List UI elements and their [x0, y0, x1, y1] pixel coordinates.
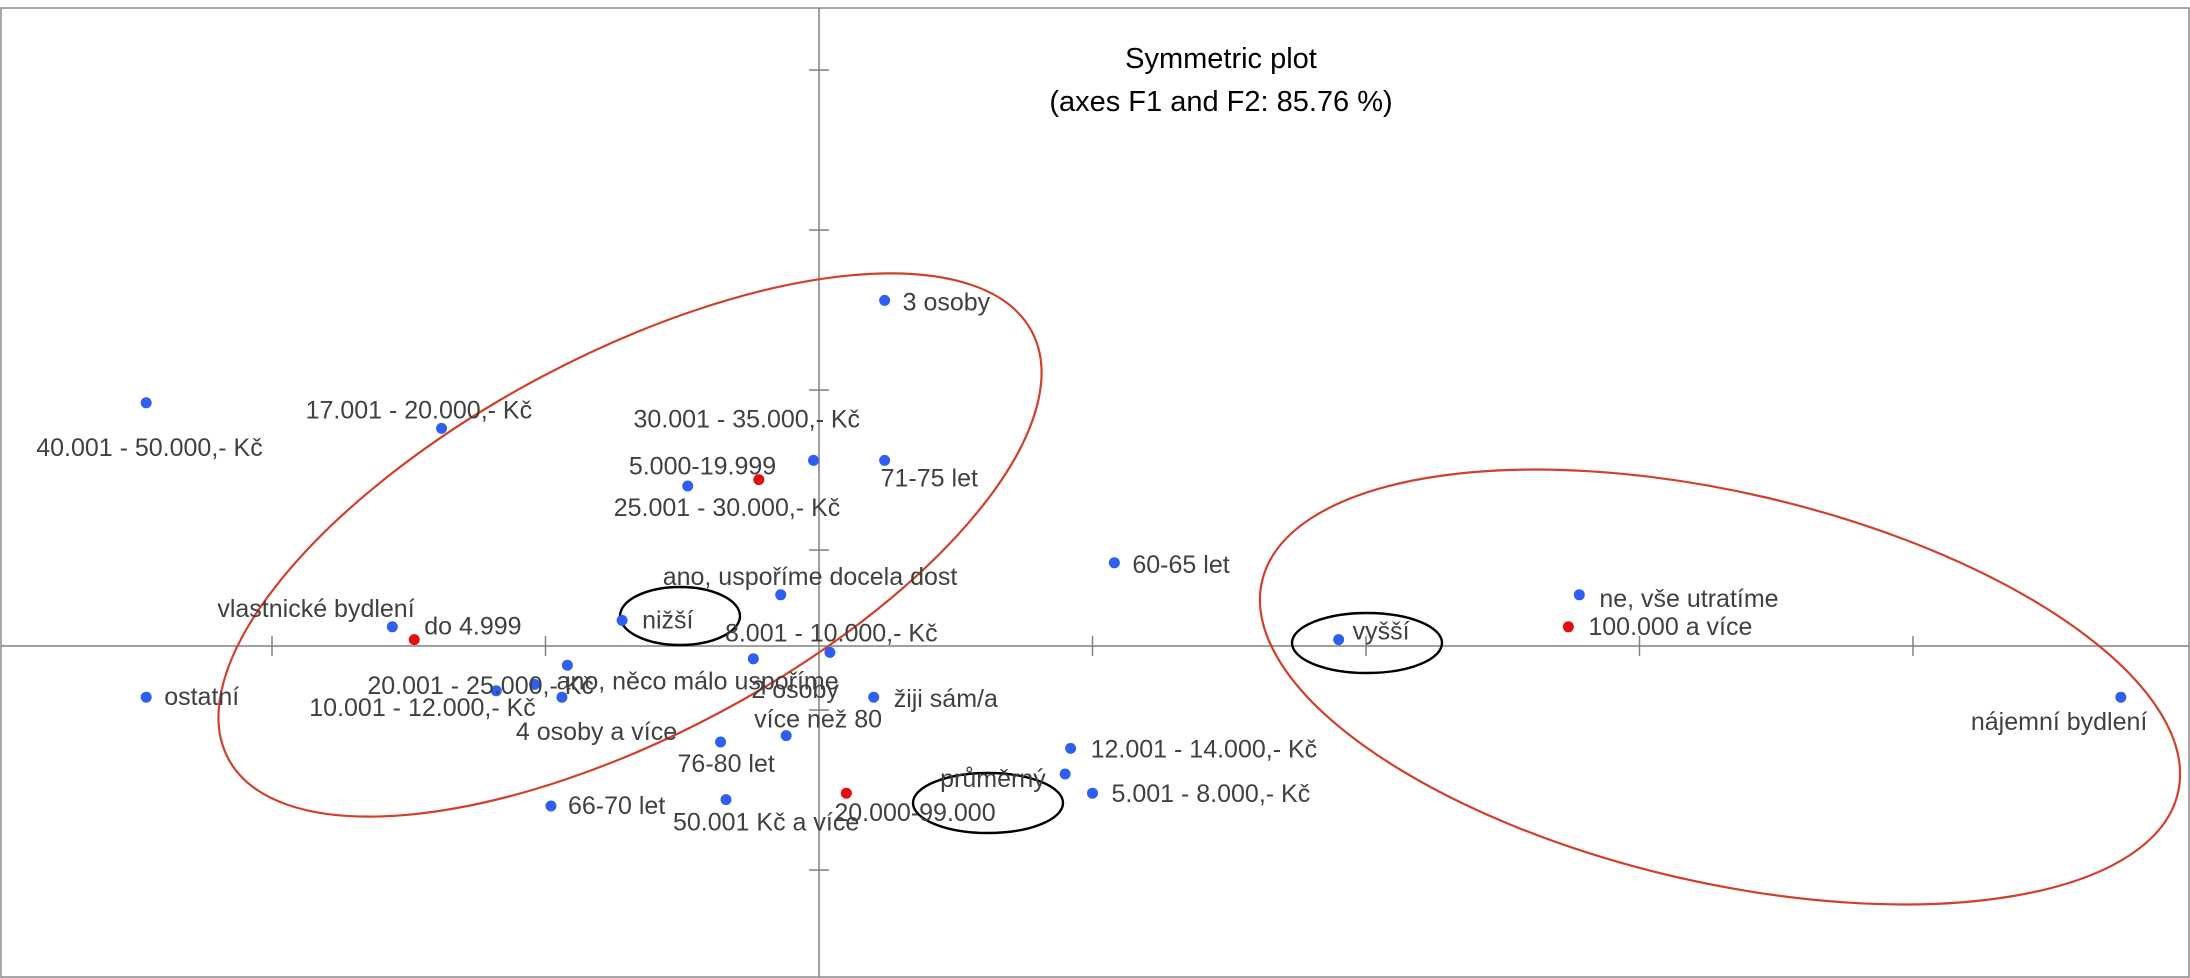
data-point	[561, 659, 573, 671]
data-point	[879, 454, 891, 466]
point-label: 5.001 - 8.000,- Kč	[1112, 780, 1311, 808]
data-point	[386, 621, 398, 633]
data-point	[720, 794, 732, 806]
cluster-ellipse-right	[1258, 468, 2182, 906]
data-point	[616, 614, 628, 626]
data-point	[1108, 557, 1120, 569]
data-point	[879, 294, 891, 306]
data-point	[436, 422, 448, 434]
data-point	[824, 646, 836, 658]
circle-prumerny	[911, 771, 1065, 835]
point-label: 25.001 - 30.000,- Kč	[614, 494, 841, 522]
point-label: nižší	[642, 606, 693, 634]
point-label: ano, uspoříme docela dost	[663, 563, 958, 591]
data-point	[868, 691, 880, 703]
point-label: 5.000-19.999	[629, 453, 776, 481]
data-point	[780, 730, 792, 742]
point-label: více než 80	[754, 706, 882, 734]
data-point	[2115, 691, 2127, 703]
data-point	[529, 678, 541, 690]
data-point	[1065, 742, 1077, 754]
data-point	[1333, 634, 1345, 646]
data-point	[140, 691, 152, 703]
circle-vyssi	[1290, 611, 1444, 675]
point-label: 17.001 - 20.000,- Kč	[306, 396, 533, 424]
point-label: 66-70 let	[568, 792, 665, 820]
chart-title: Symmetric plot	[1125, 43, 1317, 75]
point-label: 76-80 let	[678, 750, 775, 778]
point-label: ostatní	[164, 683, 239, 711]
point-label: žiji sám/a	[894, 685, 998, 713]
data-point	[1562, 621, 1574, 633]
point-label: 60-65 let	[1132, 551, 1229, 579]
point-label: 40.001 - 50.000,- Kč	[36, 434, 263, 462]
point-label: vyšší	[1353, 618, 1410, 646]
cluster-ellipse-left	[217, 272, 1043, 818]
point-label: 10.001 - 12.000,- Kč	[309, 694, 536, 722]
cluster-ellipses	[217, 272, 2182, 906]
point-label: 8.001 - 10.000,- Kč	[725, 619, 938, 647]
point-label: průměrný	[940, 765, 1046, 793]
data-points	[140, 294, 2127, 812]
data-point	[140, 397, 152, 409]
point-label: 20.000-99.000	[834, 799, 995, 827]
point-label: nájemní bydlení	[1971, 708, 2148, 736]
point-label: 4 osoby a více	[516, 718, 677, 746]
axes	[1, 8, 2189, 977]
data-point	[556, 691, 568, 703]
point-label: ne, vše utratíme	[1599, 585, 1778, 613]
point-label: 50.001 Kč a více	[673, 809, 859, 837]
data-point	[747, 653, 759, 665]
point-label: 71-75 let	[881, 464, 978, 492]
point-label: 12.001 - 14.000,- Kč	[1091, 735, 1318, 763]
point-label: 20.001 - 25.000,- Kč	[367, 672, 594, 700]
data-point	[545, 800, 557, 812]
data-point	[490, 685, 502, 697]
data-point	[1059, 768, 1071, 780]
chart-subtitle: (axes F1 and F2: 85.76 %)	[1049, 86, 1392, 118]
plot-frame	[0, 7, 2190, 978]
point-label: 2 osoby	[751, 676, 839, 704]
data-point	[753, 474, 765, 486]
data-point	[775, 589, 787, 601]
point-label: 30.001 - 35.000,- Kč	[634, 405, 861, 433]
data-point	[408, 634, 420, 646]
point-label: vlastnické bydlení	[217, 595, 414, 623]
data-point	[682, 480, 694, 492]
data-point	[715, 736, 727, 748]
data-point	[1087, 787, 1098, 799]
point-label: 3 osoby	[903, 288, 991, 316]
data-point	[808, 454, 820, 466]
data-point	[1573, 589, 1585, 601]
point-label: 100.000 a více	[1588, 613, 1752, 641]
point-label: do 4.999	[424, 613, 521, 641]
point-label: ano, něco málo uspoříme	[557, 667, 839, 695]
data-point	[840, 787, 852, 799]
